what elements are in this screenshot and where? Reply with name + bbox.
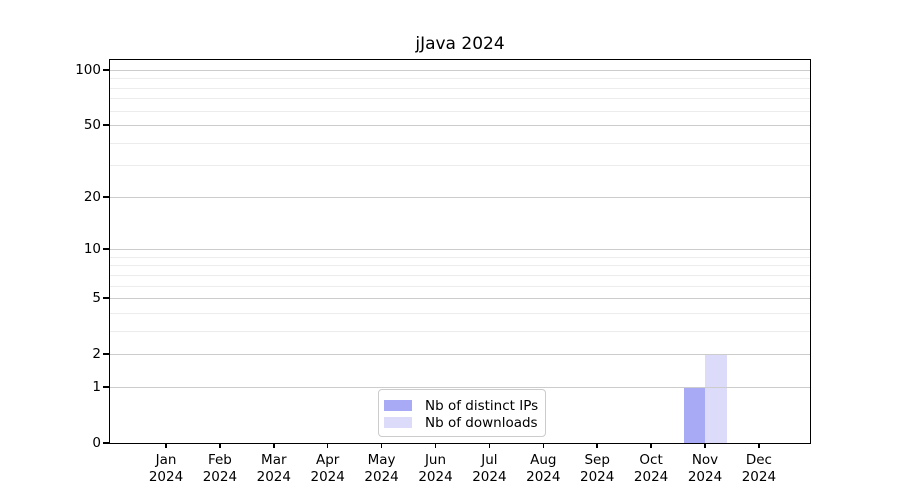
x-tick-label-jan-2024: Jan 2024 [136,452,196,485]
legend-item-nb-of-downloads: Nb of downloads [379,414,545,431]
x-tick-label-line: May [367,452,396,468]
y-tick-0 [103,442,109,444]
x-tick-label-line: Nov [691,452,719,468]
x-tick-label-line: 2024 [148,468,184,485]
y-tick-20 [103,196,109,198]
x-tick-label-may-2024: May 2024 [352,452,412,485]
y-tick-label-100: 100 [75,61,101,78]
y-tick-10 [103,248,109,250]
y-tick-1 [103,386,109,388]
minor-gridline-y-8 [110,265,810,267]
minor-gridline-y-80 [110,87,810,89]
x-tick-label-feb-2024: Feb 2024 [190,452,250,485]
legend-swatch-nb-of-distinct-ips [384,400,412,411]
x-tick-jul-2024 [488,443,491,448]
y-tick-label-20: 20 [83,188,101,205]
x-tick-apr-2024 [326,443,329,448]
x-tick-label-line: 2024 [472,468,507,485]
y-tick-100 [103,69,109,71]
y-tick-label-0: 0 [92,435,101,451]
x-tick-label-mar-2024: Mar 2024 [244,452,304,485]
x-tick-label-jun-2024: Jun 2024 [406,452,466,485]
x-tick-label-line: 2024 [741,468,777,485]
x-tick-label-line: Mar [261,452,287,468]
x-tick-label-line: Sep [584,452,610,468]
minor-gridline-y-60 [110,110,810,112]
gridline-y-10 [110,249,810,251]
minor-gridline-y-90 [110,78,810,80]
bar-nov-2024-nb-of-downloads [705,354,727,443]
y-tick-label-50: 50 [83,117,101,134]
legend-item-nb-of-distinct-ips: Nb of distinct IPs [379,397,545,414]
x-tick-label-line: Feb [207,452,232,468]
x-tick-label-line: Jul [481,452,498,468]
x-tick-label-apr-2024: Apr 2024 [298,452,358,485]
y-tick-label-10: 10 [83,241,101,258]
x-tick-label-aug-2024: Aug 2024 [513,452,573,485]
gridline-y-5 [110,298,810,300]
x-tick-label-line: 2024 [202,468,238,485]
x-tick-label-line: 2024 [310,468,345,485]
y-tick-50 [103,124,109,126]
x-tick-label-line: Dec [745,452,772,468]
legend-swatch-nb-of-downloads [384,417,412,428]
x-tick-label-line: Jun [424,452,447,468]
x-tick-may-2024 [380,443,383,448]
y-tick-label-5: 5 [92,290,101,307]
legend: Nb of distinct IPs Nb of downloads [378,389,546,437]
y-tick-label-1: 1 [92,378,101,395]
gridline-y-100 [110,69,810,71]
minor-gridline-y-4 [110,312,810,314]
minor-gridline-y-7 [110,274,810,276]
legend-label-nb-of-distinct-ips: Nb of distinct IPs [425,397,539,414]
minor-gridline-y-30 [110,165,810,167]
minor-gridline-y-9 [110,256,810,258]
x-tick-jan-2024 [165,443,167,448]
x-tick-dec-2024 [758,443,760,448]
gridline-y-20 [110,196,810,198]
gridline-y-50 [110,125,810,127]
minor-gridline-y-70 [110,98,810,100]
x-tick-label-line: 2024 [418,468,453,485]
minor-gridline-y-6 [110,285,810,287]
x-tick-nov-2024 [704,443,706,448]
x-tick-label-line: Jan [155,452,177,468]
x-tick-oct-2024 [650,443,652,448]
plot-area: 0 1 2 5 10 20 50 100 Jan 2024 Feb 2024 Mar 2024 Apr 202… [75,59,811,485]
y-tick-2 [103,353,109,355]
x-tick-label-line: 2024 [687,468,723,485]
y-tick-5 [103,297,109,299]
legend-label-nb-of-downloads: Nb of downloads [425,414,538,431]
x-tick-label-line: Aug [530,452,557,468]
x-tick-label-dec-2024: Dec 2024 [729,452,789,485]
x-tick-label-line: 2024 [256,468,291,485]
minor-gridline-y-40 [110,142,810,144]
x-tick-label-oct-2024: Oct 2024 [621,452,681,485]
chart-title: jJava 2024 [415,34,505,54]
x-tick-sep-2024 [596,443,598,448]
x-tick-label-nov-2024: Nov 2024 [675,452,735,485]
x-tick-label-line: Oct [639,452,663,468]
x-tick-label-line: Apr [316,452,340,468]
x-tick-label-sep-2024: Sep 2024 [567,452,627,485]
x-tick-label-line: 2024 [526,468,561,485]
x-tick-label-line: 2024 [633,468,669,485]
gridline-y-1 [110,386,810,388]
x-tick-label-jul-2024: Jul 2024 [459,452,519,485]
gridline-y-2 [110,354,810,356]
x-tick-feb-2024 [219,443,221,448]
x-tick-jun-2024 [434,443,437,448]
x-tick-label-line: 2024 [580,468,615,485]
x-tick-label-line: 2024 [364,468,399,485]
x-tick-aug-2024 [542,443,545,448]
minor-gridline-y-3 [110,330,810,332]
x-tick-mar-2024 [273,443,275,448]
y-tick-label-2: 2 [92,346,101,363]
bar-nov-2024-nb-of-distinct-ips [683,386,705,443]
